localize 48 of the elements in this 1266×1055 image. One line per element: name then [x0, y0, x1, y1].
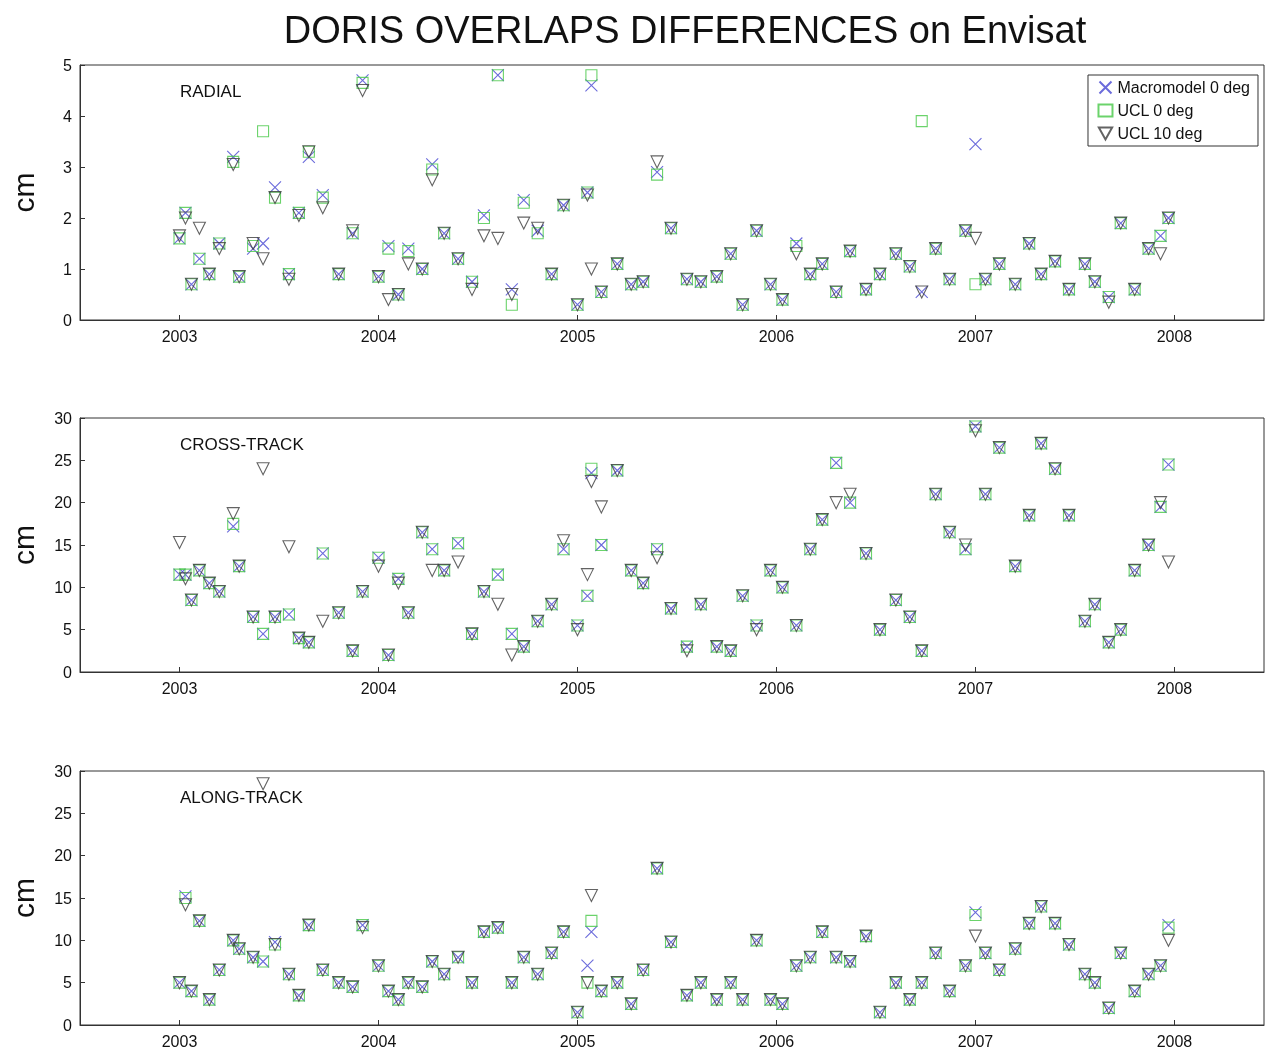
y-axis-title: cm	[6, 525, 40, 565]
y-tick-label: 2	[63, 209, 73, 227]
x-tick-label: 2006	[758, 1032, 795, 1050]
x-tick-label: 2005	[559, 679, 596, 697]
y-tick-label: 1	[63, 260, 73, 278]
y-tick-label: 15	[54, 536, 73, 554]
y-axis-title: cm	[6, 172, 40, 213]
y-tick-label: 15	[54, 889, 73, 907]
y-tick-label: 0	[63, 1016, 73, 1034]
y-tick-label: 3	[63, 158, 73, 176]
x-tick-label: 2003	[161, 679, 198, 697]
x-tick-label: 2006	[758, 679, 795, 697]
y-tick-label: 5	[63, 56, 73, 74]
y-tick-label: 30	[54, 762, 73, 780]
chart-title: DORIS OVERLAPS DIFFERENCES on Envisat	[283, 9, 1087, 51]
y-tick-label: 30	[54, 409, 73, 427]
y-tick-label: 4	[63, 107, 73, 125]
x-tick-label: 2008	[1156, 327, 1193, 345]
x-tick-label: 2007	[957, 1032, 994, 1050]
y-tick-label: 5	[63, 974, 73, 992]
x-tick-label: 2006	[758, 327, 795, 345]
y-tick-label: 20	[54, 494, 73, 512]
x-tick-label: 2008	[1156, 1032, 1193, 1050]
legend-label: UCL 10 deg	[1117, 125, 1203, 142]
legend-label: UCL 0 deg	[1117, 102, 1194, 119]
x-tick-label: 2007	[957, 679, 994, 697]
y-tick-label: 5	[63, 621, 73, 639]
annotation: CROSS-TRACK	[180, 435, 305, 454]
legend-label: Macromodel 0 deg	[1117, 79, 1250, 96]
y-tick-label: 20	[54, 847, 73, 865]
y-tick-label: 0	[63, 311, 73, 329]
x-tick-label: 2008	[1156, 679, 1193, 697]
annotation: ALONG-TRACK	[180, 788, 304, 807]
y-tick-label: 25	[54, 804, 73, 822]
x-tick-label: 2004	[360, 1032, 397, 1050]
x-tick-label: 2005	[559, 1032, 596, 1050]
x-tick-label: 2007	[957, 327, 994, 345]
y-tick-label: 10	[54, 931, 73, 949]
x-tick-label: 2003	[161, 1032, 198, 1050]
x-tick-label: 2004	[360, 327, 397, 345]
x-tick-label: 2005	[559, 327, 596, 345]
y-tick-label: 25	[54, 451, 73, 469]
y-tick-label: 10	[54, 578, 73, 596]
x-tick-label: 2004	[360, 679, 397, 697]
y-tick-label: 0	[63, 663, 73, 681]
x-tick-label: 2003	[161, 327, 198, 345]
annotation: RADIAL	[180, 82, 242, 101]
y-axis-title: cm	[6, 878, 40, 918]
